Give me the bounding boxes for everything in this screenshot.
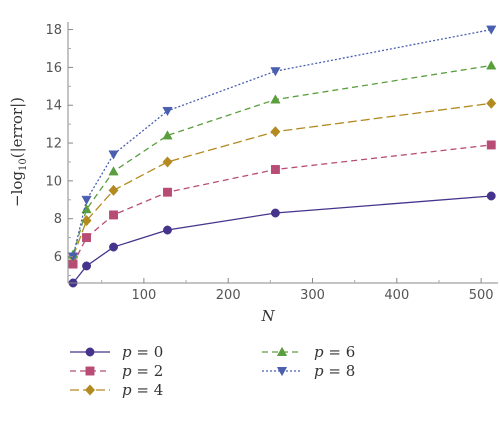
data-point <box>82 233 91 243</box>
data-point <box>163 225 172 235</box>
y-tick-label: 14 <box>45 99 62 114</box>
legend-item-p6: p = 6 <box>262 343 355 361</box>
x-tick-label: 300 <box>300 288 325 303</box>
y-tick-label: 6 <box>54 250 62 265</box>
y-tick-label: 16 <box>45 61 62 76</box>
legend-label: p = 4 <box>122 381 163 399</box>
series-p2 <box>68 140 496 269</box>
legend-item-p4: p = 4 <box>70 381 163 399</box>
y-axis-title-main: −log <box>8 171 26 207</box>
legend-marker <box>85 347 95 357</box>
series-line <box>72 102 492 257</box>
data-point <box>109 242 118 252</box>
data-point <box>270 165 280 174</box>
series-line <box>72 64 492 255</box>
data-point <box>108 166 119 176</box>
x-axis-title: N <box>260 307 275 325</box>
y-tick-label: 8 <box>54 212 62 227</box>
data-point <box>486 25 497 35</box>
x-tick-label: 100 <box>131 288 156 303</box>
legend-label: p = 8 <box>314 362 355 380</box>
legend-item-p0: p = 0 <box>70 343 163 361</box>
y-axis-title-suffix: (|error|) <box>8 97 26 158</box>
data-point <box>486 97 497 109</box>
legend-label: p = 0 <box>122 343 163 361</box>
data-point <box>81 195 92 205</box>
legend-marker <box>85 366 95 376</box>
legend-item-p8: p = 8 <box>262 362 355 380</box>
data-point <box>486 60 497 70</box>
y-tick-label: 18 <box>45 23 62 38</box>
y-axis-title: −log10(|error|) <box>8 97 29 207</box>
data-point <box>486 140 496 150</box>
legend-marker <box>276 367 288 377</box>
series-p8 <box>67 25 497 262</box>
y-axis-title-subscript: 10 <box>18 158 29 171</box>
plot-area <box>67 25 497 288</box>
data-point <box>270 208 280 218</box>
legend-marker <box>276 346 288 356</box>
data-point <box>163 187 172 197</box>
series-p6 <box>67 60 497 259</box>
data-point <box>162 130 173 140</box>
x-tick-label: 200 <box>216 288 241 303</box>
legend-label: p = 2 <box>122 362 163 380</box>
data-point <box>486 191 496 201</box>
legend-item-p2: p = 2 <box>70 362 163 380</box>
data-point <box>109 210 118 220</box>
series-line <box>72 28 492 257</box>
y-tick-label: 10 <box>45 174 62 189</box>
legend: p = 0p = 2p = 4 p = 6p = 8 <box>70 343 355 399</box>
legend-label: p = 6 <box>314 343 355 361</box>
data-point <box>270 94 281 104</box>
x-tick-label: 400 <box>384 288 409 303</box>
x-tick-label: 500 <box>469 288 494 303</box>
y-tick-label: 12 <box>45 137 62 152</box>
data-point <box>270 126 281 138</box>
series-line <box>72 144 492 265</box>
data-point <box>270 67 281 77</box>
series-p0 <box>68 191 496 288</box>
axes: 100 200 300 400 500 6 8 10 12 14 16 18 <box>45 22 498 303</box>
series-line <box>72 195 492 284</box>
data-point <box>108 150 119 160</box>
data-point <box>162 106 173 117</box>
data-point <box>108 184 119 196</box>
legend-marker <box>84 384 96 396</box>
data-point <box>162 156 173 168</box>
series-p4 <box>68 97 497 263</box>
data-point <box>82 261 91 271</box>
data-point <box>81 215 92 227</box>
